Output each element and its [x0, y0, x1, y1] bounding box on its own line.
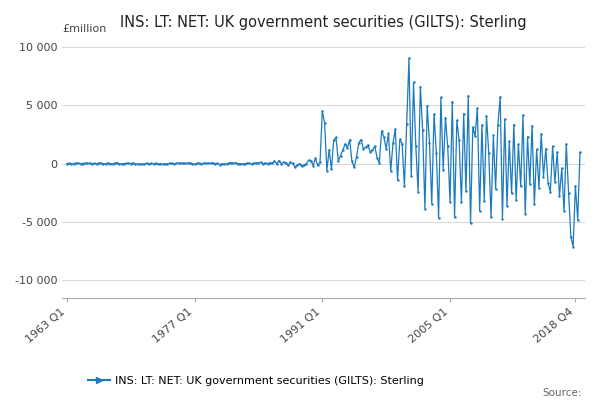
Legend: INS: LT: NET: UK government securities (GILTS): Sterling: INS: LT: NET: UK government securities (…: [83, 372, 428, 390]
Text: Source:: Source:: [542, 388, 582, 398]
Text: £million: £million: [62, 24, 107, 34]
Title: INS: LT: NET: UK government securities (GILTS): Sterling: INS: LT: NET: UK government securities (…: [121, 15, 527, 30]
